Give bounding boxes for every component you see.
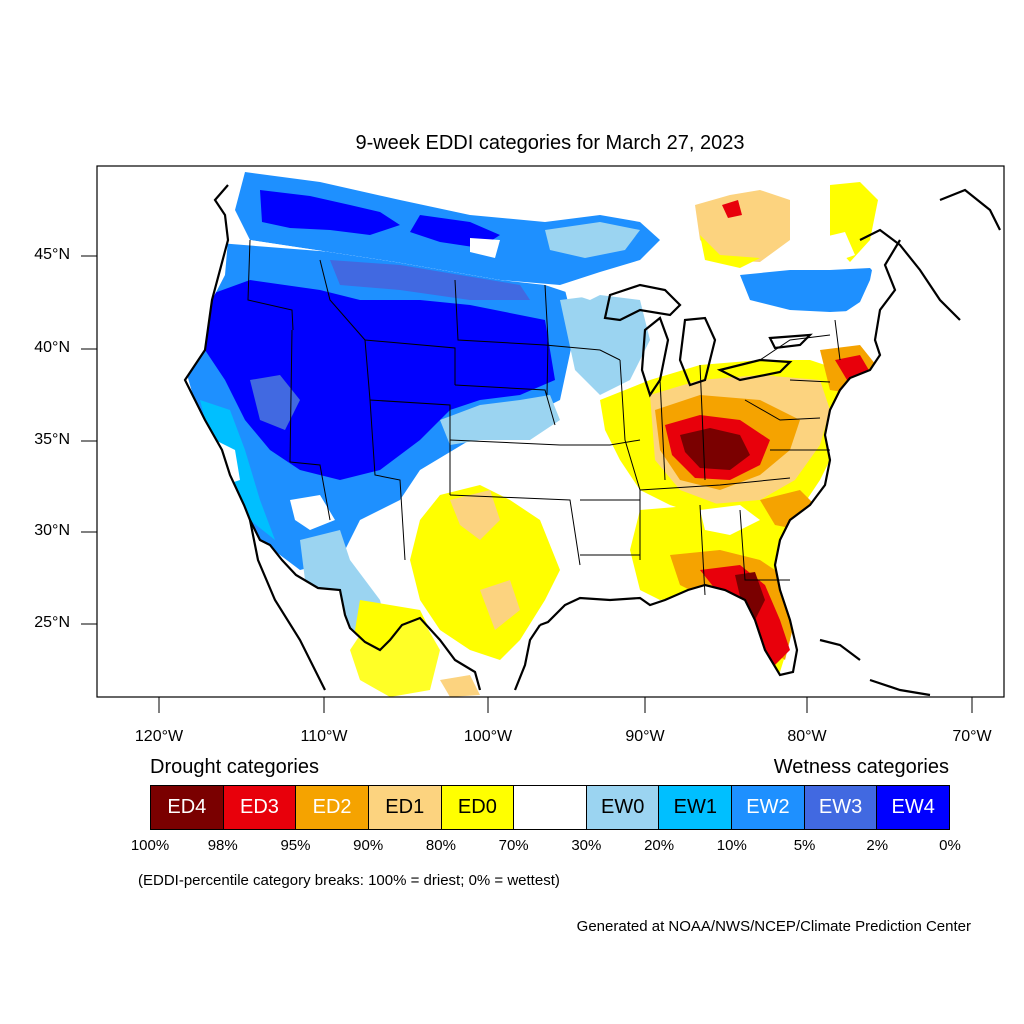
lat-label-45: 45°N: [34, 246, 70, 263]
drought-categories-label: Drought categories: [150, 756, 319, 778]
lon-label-110w: 110°W: [300, 728, 348, 745]
percentile-break-label: 20%: [644, 837, 675, 854]
percentile-break-label: 0%: [939, 837, 961, 854]
percentile-break-label: 70%: [498, 837, 529, 854]
mexico-category-fill: [350, 605, 480, 697]
lat-label-40: 40°N: [34, 339, 70, 356]
percentile-break-label: 80%: [425, 837, 456, 854]
lat-ticks: [81, 255, 97, 625]
legend-box-ed1: ED1: [368, 786, 442, 829]
percentile-break-label: 10%: [716, 837, 747, 854]
map-title: 9-week EDDI categories for March 27, 202…: [355, 132, 745, 154]
legend-box-ed3: ED3: [223, 786, 297, 829]
legend-box-ew2: EW2: [732, 786, 805, 829]
category-breaks-note: (EDDI-percentile category breaks: 100% =…: [138, 872, 560, 889]
legend-box-ew3: EW3: [804, 786, 878, 829]
percentile-break-label: 98%: [207, 837, 238, 854]
legend-box-ew4: EW4: [877, 786, 950, 829]
legend-box-ew1: EW1: [659, 786, 733, 829]
percentile-break-label: 90%: [353, 837, 384, 854]
category-legend: ED4 ED3 ED2 ED1 ED0 EW0 EW1 EW2 EW3 EW4: [150, 785, 950, 830]
percentile-break-label: 2%: [866, 837, 889, 854]
wetness-categories-label: Wetness categories: [773, 756, 949, 778]
lon-label-70w: 70°W: [952, 728, 992, 745]
lon-ticks: [158, 697, 973, 713]
legend-box-ed0: ED0: [441, 786, 515, 829]
legend-box-neutral: [514, 786, 587, 829]
lon-label-120w: 120°W: [134, 728, 184, 745]
legend-box-ed4: ED4: [151, 786, 224, 829]
canada-wetness-region: [235, 172, 890, 312]
credit-line: Generated at NOAA/NWS/NCEP/Climate Predi…: [576, 918, 971, 935]
legend-box-ed2: ED2: [296, 786, 369, 829]
map-frame: [96, 165, 1005, 698]
state-boundaries: [247, 239, 841, 596]
percentile-break-label: 5%: [793, 837, 816, 854]
lat-label-35: 35°N: [34, 431, 70, 448]
coastlines: [183, 184, 1001, 697]
conus-category-fill: [185, 230, 900, 695]
percentile-break-label: 95%: [280, 837, 311, 854]
percentile-break-label: 30%: [571, 837, 602, 854]
percentile-break-label: 100%: [130, 837, 170, 854]
lat-label-25: 25°N: [34, 614, 70, 631]
lon-label-90w: 90°W: [625, 728, 665, 745]
legend-box-ew0: EW0: [586, 786, 660, 829]
lon-label-80w: 80°W: [787, 728, 827, 745]
lat-label-30: 30°N: [34, 522, 70, 539]
lon-label-100w: 100°W: [463, 728, 513, 745]
